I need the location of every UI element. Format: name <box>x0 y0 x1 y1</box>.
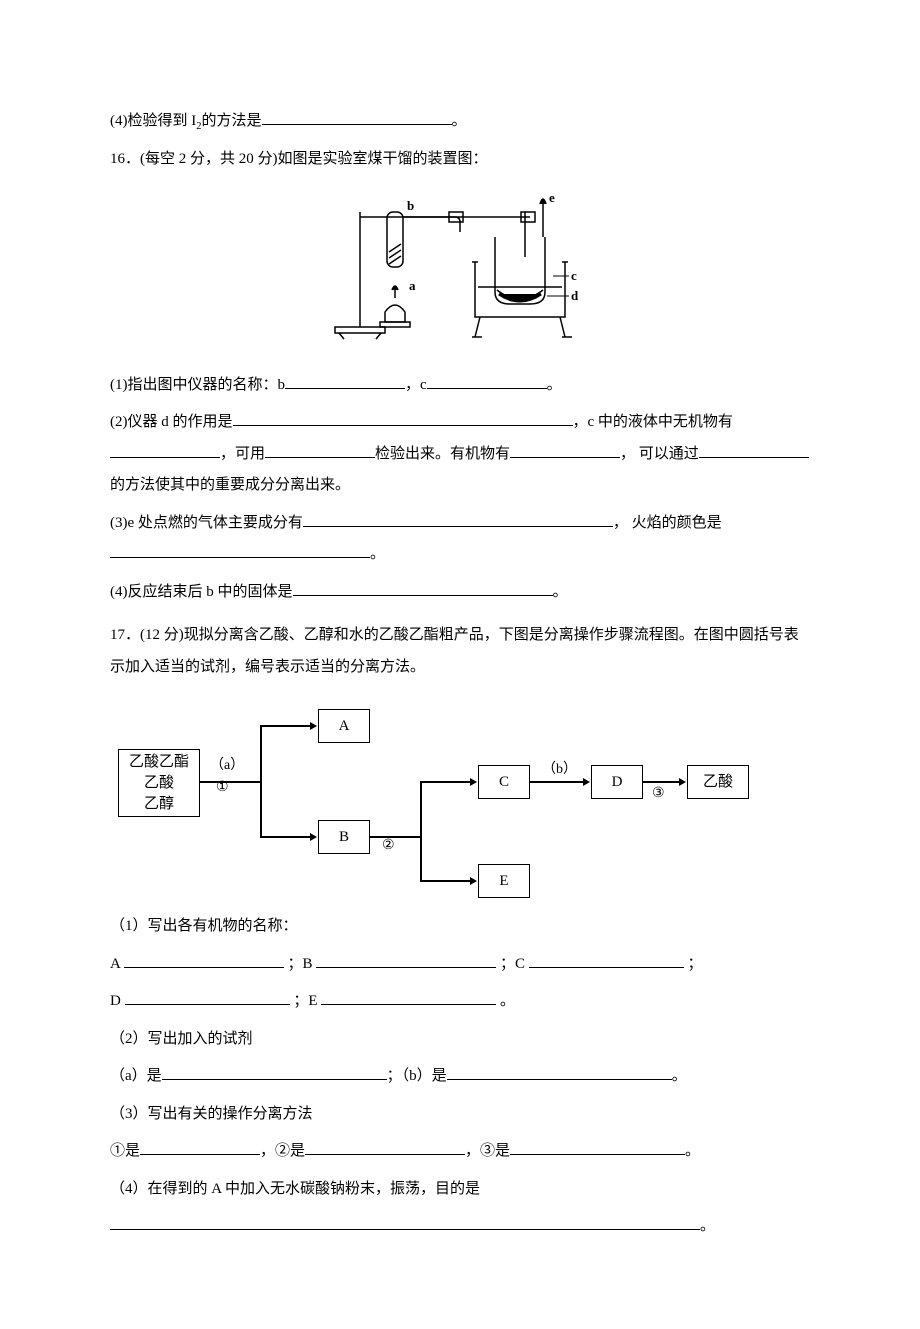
q17-2-ba <box>162 1064 387 1080</box>
q17-1-sB: ；C <box>496 956 529 972</box>
lbl-a: a <box>409 278 416 293</box>
q17-3-a: ①是 <box>110 1143 140 1159</box>
q17-p1-line1: A ；B ；C ； <box>110 949 810 981</box>
q17-3-b3 <box>510 1139 685 1155</box>
q16-4: (4)反应结束后 b 中的固体是 。 <box>110 577 810 609</box>
fc-three: ③ <box>652 783 665 805</box>
q16-2e: ， 可以通过 <box>620 446 699 462</box>
q17-1-bE <box>321 989 496 1005</box>
q17-1-bA <box>124 952 284 968</box>
q16-2f: 的方法使其中的重要成分分离出来。 <box>110 477 350 493</box>
fc-C: C <box>478 765 530 799</box>
q16-2-blank4 <box>510 442 620 458</box>
q16-1a: (1)指出图中仪器的名称：b <box>110 377 285 393</box>
lbl-d: d <box>571 288 579 303</box>
q16-3b: ， 火焰的颜色是 <box>613 515 722 531</box>
q17-3-d: 。 <box>685 1143 700 1159</box>
fc-start-l2: 乙酸 <box>144 773 174 794</box>
q16-1: (1)指出图中仪器的名称：b ，c 。 <box>110 370 810 402</box>
q17-1-sE: 。 <box>496 993 515 1009</box>
q17-1-A: A <box>110 956 124 972</box>
q16-3a: (3)e 处点燃的气体主要成分有 <box>110 515 303 531</box>
q17-2-mid: ；（b）是 <box>387 1068 447 1084</box>
q17-p3-line: ①是 ，②是 ，③是 。 <box>110 1136 810 1168</box>
q16-1b: ，c <box>405 377 427 393</box>
q16-2-blank1 <box>233 410 573 426</box>
q17-intro: 17．(12 分)现拟分离含乙酸、乙醇和水的乙酸乙酯粗产品，下图是分离操作步骤流… <box>110 620 810 683</box>
q17-2-bb <box>447 1064 672 1080</box>
q17-3-b2 <box>305 1139 465 1155</box>
q17-1-D: D <box>110 993 125 1009</box>
q17-3-b: ，②是 <box>260 1143 305 1159</box>
q17-3-b1 <box>140 1139 260 1155</box>
fc-B: B <box>318 820 370 854</box>
q16-2a: (2)仪器 d 的作用是 <box>110 414 233 430</box>
q16-1-blank1 <box>285 373 405 389</box>
q17-p2: （2）写出加入的试剂 <box>110 1024 810 1056</box>
q16-1c: 。 <box>547 377 562 393</box>
q17-3-c: ，③是 <box>465 1143 510 1159</box>
q15-4-blank <box>262 109 452 125</box>
q17-p3: （3）写出有关的操作分离方法 <box>110 1099 810 1131</box>
lbl-e: e <box>549 192 555 205</box>
q15-4-end: 。 <box>452 113 467 129</box>
fc-a-label: （a） <box>210 755 244 777</box>
q16-2: (2)仪器 d 的作用是 ，c 中的液体中无机物有 ，可用 检验出来。有机物有 ， 可以… <box>110 407 810 502</box>
q17-p1-line2: D ；E 。 <box>110 986 810 1018</box>
q16-4b: 。 <box>553 584 568 600</box>
q16-3-blank2 <box>110 542 370 558</box>
q15-4-prefix: (4)检验得到 I <box>110 113 196 129</box>
q16-2d: 检验出来。有机物有 <box>375 446 510 462</box>
q17-p2-line: （a）是 ；（b）是 。 <box>110 1061 810 1093</box>
fc-start: 乙酸乙酯 乙酸 乙醇 <box>118 749 200 817</box>
fc-two: ② <box>382 835 395 857</box>
q16-4a: (4)反应结束后 b 中的固体是 <box>110 584 293 600</box>
q16-2-blank3 <box>265 442 375 458</box>
q16-2c: ，可用 <box>220 446 265 462</box>
q17-1-bB <box>316 952 496 968</box>
q17-p4-line: 。 <box>110 1211 810 1243</box>
q17-flowchart: 乙酸乙酯 乙酸 乙醇 （a） ① A B ② C E （b） D ③ 乙酸 <box>110 701 810 891</box>
fc-acid: 乙酸 <box>687 765 749 799</box>
q17-4-end: 。 <box>700 1218 715 1234</box>
lbl-c: c <box>571 268 577 283</box>
q17-1-sC: ； <box>684 956 703 972</box>
fc-start-l1: 乙酸乙酯 <box>129 752 189 773</box>
q16-1-blank2 <box>427 373 547 389</box>
q17-2-end: 。 <box>672 1068 687 1084</box>
q16-2-blank5 <box>699 442 809 458</box>
q15-4-mid: 的方法是 <box>202 113 262 129</box>
q17-p4: （4）在得到的 A 中加入无水碳酸钠粉末，振荡，目的是 <box>110 1174 810 1206</box>
q16-2-blank2 <box>110 442 220 458</box>
fc-E: E <box>478 864 530 898</box>
apparatus-svg: b a c d e <box>325 192 595 342</box>
q17-1-bC <box>529 952 684 968</box>
q15-part4: (4)检验得到 I2的方法是。 <box>110 106 810 138</box>
q17-p1-lead: （1）写出各有机物的名称： <box>110 911 810 943</box>
fc-b-label: （b） <box>542 759 577 781</box>
fc-A: A <box>318 709 370 743</box>
q16-apparatus-diagram: b a c d e <box>110 192 810 350</box>
q17-2-a: （a）是 <box>110 1068 162 1084</box>
fc-D: D <box>591 765 643 799</box>
q17-1-bD <box>125 989 290 1005</box>
q17-1-sA: ；B <box>284 956 317 972</box>
q17-1-sD: ；E <box>290 993 322 1009</box>
lbl-b: b <box>407 198 414 213</box>
fc-start-l3: 乙醇 <box>144 794 174 815</box>
q16-3c: 。 <box>370 546 385 562</box>
q17-4-blank <box>110 1214 700 1230</box>
q16-intro: 16．(每空 2 分，共 20 分)如图是实验室煤干馏的装置图： <box>110 144 810 176</box>
q16-2b: ，c 中的液体中无机物有 <box>573 414 733 430</box>
q16-4-blank1 <box>293 580 553 596</box>
q16-3: (3)e 处点燃的气体主要成分有 ， 火焰的颜色是。 <box>110 508 810 571</box>
q16-3-blank1 <box>303 511 613 527</box>
